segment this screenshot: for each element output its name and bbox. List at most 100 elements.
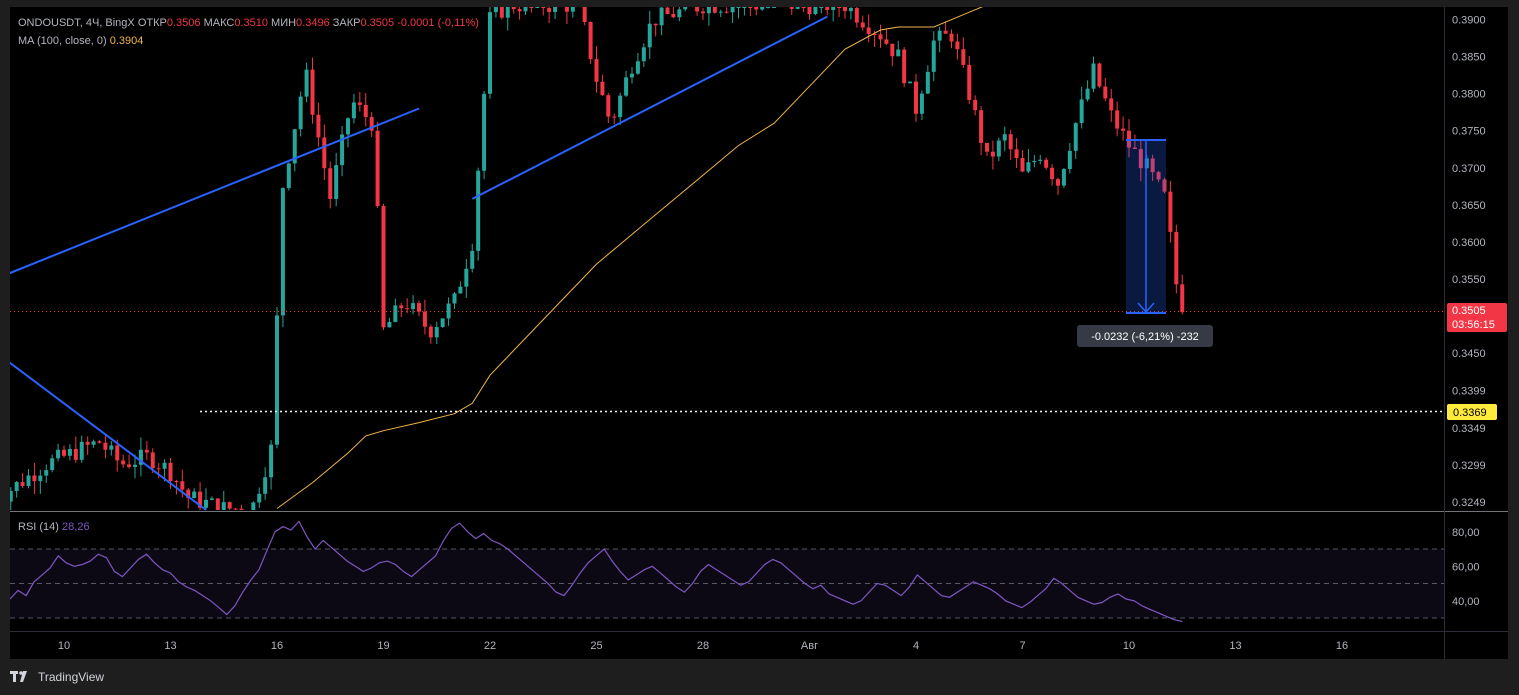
- candle-body: [26, 475, 31, 486]
- candle-body: [931, 40, 936, 72]
- candle-body: [872, 34, 877, 36]
- candle-body: [949, 33, 954, 42]
- candle-body: [641, 47, 646, 62]
- candle-body: [990, 151, 995, 157]
- time-tick-label: 13: [1229, 640, 1241, 652]
- candle-body: [109, 445, 114, 450]
- candle-body: [1132, 147, 1137, 149]
- candle-body: [38, 475, 43, 482]
- price-axis[interactable]: 0.3900 0.3850 0.3800 0.3750 0.3700 0.3650 0.36…: [1452, 15, 1486, 509]
- candle-body: [718, 11, 723, 13]
- main-pane[interactable]: [10, 7, 1444, 510]
- candle-body: [215, 498, 220, 510]
- candle-body: [79, 441, 84, 460]
- candle-body: [1109, 98, 1114, 111]
- price-tick-label: 0.3299: [1452, 460, 1486, 472]
- candle-body: [659, 7, 664, 26]
- candle-body: [304, 69, 309, 97]
- candle-body: [1067, 150, 1072, 170]
- candle-body: [807, 7, 812, 15]
- candle-body: [470, 250, 475, 269]
- rsi-legend[interactable]: RSI (14) 28,26: [18, 520, 90, 534]
- time-tick-label: 10: [1123, 640, 1135, 652]
- candle-body: [482, 93, 487, 171]
- candle-body: [653, 23, 658, 26]
- rsi-tick-label: 80,00: [1452, 527, 1480, 539]
- time-tick-label: 28: [697, 640, 709, 652]
- candle-body: [860, 22, 865, 28]
- candle-body: [837, 7, 842, 8]
- candle-body: [570, 7, 575, 12]
- candle-body: [168, 462, 173, 481]
- candle-body: [269, 444, 274, 478]
- footer-brand[interactable]: TradingView: [10, 665, 104, 689]
- candle-body: [943, 30, 948, 34]
- candle-body: [1044, 159, 1049, 168]
- rsi-tick-label: 60,00: [1452, 561, 1480, 573]
- candle-body: [635, 61, 640, 74]
- candle-body: [14, 482, 19, 491]
- candle-body: [612, 116, 617, 118]
- candle-body: [411, 303, 416, 310]
- candle-body: [695, 7, 700, 12]
- ma-legend[interactable]: MA (100, close, 0) 0.3904: [18, 34, 143, 48]
- candle-body: [706, 7, 711, 14]
- candle-body: [499, 7, 504, 18]
- candle-body: [529, 7, 534, 8]
- price-range-measure[interactable]: [1126, 139, 1166, 314]
- candle-body: [701, 11, 705, 14]
- symbol-label[interactable]: ONDOUSDT, 4Ч, BingX: [18, 17, 135, 29]
- time-axis[interactable]: 10 13 16 19 22 25 28 Авг 4 7 10 13 16: [58, 640, 1348, 652]
- ma-legend-value: 0.3904: [109, 35, 144, 47]
- candle-body: [67, 448, 72, 456]
- candle-body: [600, 81, 605, 96]
- candle-body: [754, 7, 759, 10]
- low-label: МИН: [271, 17, 297, 29]
- price-tick-label: 0.3349: [1452, 423, 1486, 435]
- candle-body: [848, 7, 853, 12]
- candle-body: [10, 490, 13, 502]
- price-tick-label: 0.3900: [1452, 15, 1486, 27]
- candle-body: [1079, 99, 1084, 124]
- candle-body: [671, 14, 676, 18]
- candle-body: [973, 99, 978, 111]
- candle-body: [340, 134, 345, 166]
- level-badge-value: 0.3369: [1453, 407, 1487, 419]
- candle-body: [541, 7, 546, 8]
- candle-body: [683, 7, 688, 10]
- candle-body: [127, 464, 132, 467]
- candle-body: [878, 34, 883, 40]
- candle-body: [458, 286, 463, 294]
- candle-body: [925, 71, 930, 94]
- ma-line: [276, 7, 984, 509]
- chart-frame[interactable]: 0.3900 0.3850 0.3800 0.3750 0.3700 0.3650 0.36…: [10, 7, 1508, 659]
- candle-body: [85, 441, 90, 445]
- candle-body: [357, 102, 362, 105]
- candle-body: [985, 142, 989, 152]
- tradingview-logo-icon: [10, 671, 27, 682]
- candle-body: [162, 462, 167, 469]
- candle-body: [144, 449, 149, 453]
- candle-body: [1103, 86, 1108, 99]
- candle-body: [1174, 231, 1179, 285]
- candle-body: [227, 502, 232, 509]
- rsi-axis[interactable]: 80,00 60,00 40,00: [1452, 527, 1480, 608]
- time-tick-label: Авг: [801, 640, 818, 652]
- candle-body: [488, 12, 492, 94]
- candle-body: [630, 73, 634, 78]
- time-tick-label: 19: [377, 640, 389, 652]
- candle-body: [328, 168, 333, 200]
- candle-body: [677, 9, 682, 18]
- candle-body: [20, 482, 25, 486]
- candle-body: [588, 21, 593, 60]
- low-value: 0.3496: [296, 17, 330, 29]
- chart-canvas[interactable]: 0.3900 0.3850 0.3800 0.3750 0.3700 0.3650 0.36…: [10, 7, 1508, 659]
- candle-body: [1014, 149, 1019, 158]
- candle-body: [1180, 284, 1185, 313]
- candle-body: [819, 7, 824, 8]
- candle-body: [233, 508, 238, 510]
- candle-body: [813, 7, 818, 15]
- candle-body: [174, 480, 179, 482]
- price-tick-label: 0.3249: [1452, 497, 1486, 509]
- candle-body: [381, 206, 386, 328]
